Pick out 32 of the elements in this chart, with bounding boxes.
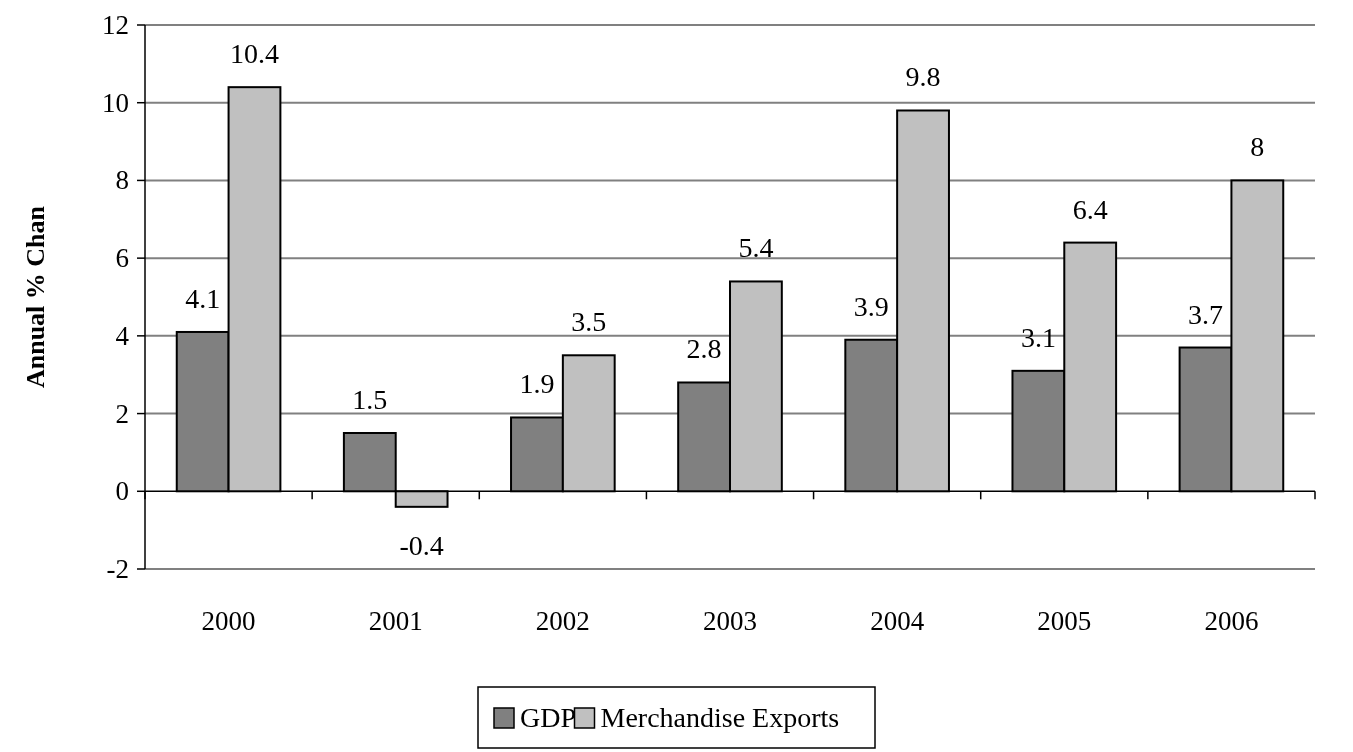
x-tick-label: 2004 — [870, 606, 925, 636]
y-tick-label: 12 — [102, 10, 129, 40]
data-label: 3.5 — [571, 306, 607, 338]
data-label: -0.4 — [399, 529, 444, 561]
data-label: 5.4 — [738, 232, 774, 264]
legend-label: GDP — [520, 702, 577, 733]
data-label: 1.5 — [352, 384, 388, 415]
data-label: 3.9 — [853, 290, 889, 322]
y-tick-label: -2 — [106, 554, 129, 584]
y-tick-label: 10 — [102, 87, 129, 118]
data-label: 3.7 — [1188, 298, 1224, 330]
legend-label: Merchandise Exports — [600, 702, 840, 733]
data-label: 8 — [1250, 131, 1265, 163]
x-tick-label: 2002 — [535, 606, 590, 636]
y-axis-title: Annual % Chan — [21, 205, 50, 389]
y-tick-label: 4 — [115, 320, 130, 351]
y-tick-label: 0 — [115, 476, 129, 507]
data-label: 3.1 — [1020, 321, 1056, 353]
data-label: 2.8 — [686, 333, 722, 365]
x-tick-label: 2001 — [368, 606, 423, 636]
data-label: 10.4 — [229, 38, 279, 70]
y-tick-label: 8 — [115, 165, 129, 196]
x-tick-label: 2006 — [1204, 606, 1259, 636]
data-label: 1.9 — [519, 368, 555, 400]
y-tick-label: 6 — [115, 243, 129, 274]
data-label: 9.8 — [905, 61, 941, 93]
x-tick-label: 2000 — [201, 606, 256, 636]
data-label: 4.1 — [185, 282, 221, 314]
y-tick-label: 2 — [115, 398, 129, 429]
data-label: 6.4 — [1072, 193, 1108, 225]
x-tick-label: 2005 — [1037, 606, 1092, 636]
x-tick-label: 2003 — [703, 606, 757, 636]
